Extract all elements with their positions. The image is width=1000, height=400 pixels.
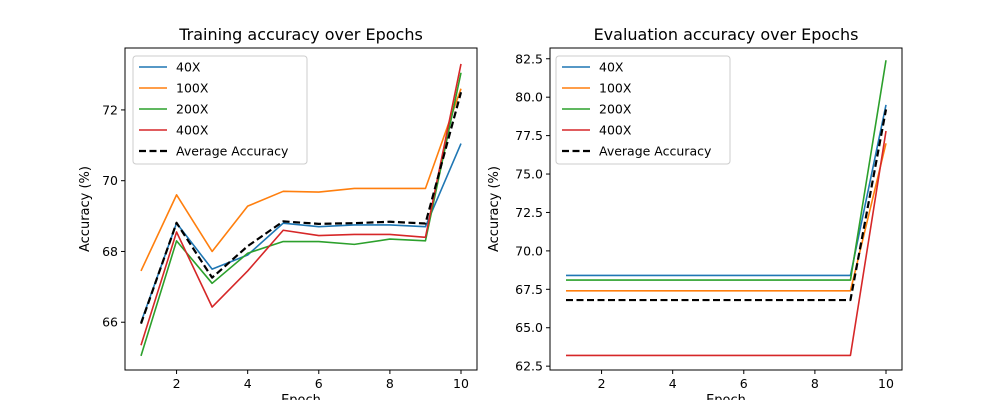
- series-line-400x: [140, 63, 462, 346]
- series-line-400x: [566, 130, 887, 357]
- legend-entry: 40X: [176, 60, 201, 75]
- x-tick-label: 8: [811, 376, 819, 391]
- x-tick-label: 6: [740, 376, 748, 391]
- x-tick-label: 10: [878, 376, 894, 391]
- y-tick-label: 62.5: [515, 359, 543, 374]
- axes-frame: [124, 47, 478, 371]
- y-tick-label: 70: [102, 173, 118, 188]
- series-line-average-accuracy: [139, 91, 463, 325]
- legend-box: [132, 55, 308, 165]
- y-axis-label: Accuracy (%): [78, 166, 93, 252]
- legend-entry: Average Accuracy: [176, 144, 289, 159]
- legend: 40X 100X 200X 400X Average Accuracy: [132, 55, 308, 165]
- y-tick-label: 67.5: [515, 282, 543, 297]
- y-tick-label: 77.5: [515, 128, 543, 143]
- y-tick-label: 66: [102, 315, 118, 330]
- x-tick-label: 10: [453, 376, 469, 391]
- y-tick-label: 72.5: [515, 205, 543, 220]
- legend: 40X 100X 200X 400X Average Accuracy: [555, 55, 731, 165]
- series-line-200x: [566, 60, 887, 281]
- legend-entry: 100X: [176, 81, 209, 96]
- x-axis-label: Epoch: [706, 393, 746, 400]
- chart-title: Evaluation accuracy over Epochs: [594, 25, 859, 44]
- legend-box: [555, 55, 731, 165]
- legend-entry: 200X: [599, 102, 632, 117]
- legend-entry: 100X: [599, 81, 632, 96]
- x-tick-label: 2: [173, 376, 181, 391]
- legend-entry: Average Accuracy: [599, 144, 712, 159]
- legend-entry: 40X: [599, 60, 624, 75]
- legend-entry: 400X: [599, 123, 632, 138]
- series-line-100x: [566, 143, 887, 292]
- y-tick-label: 68: [102, 244, 118, 259]
- x-tick-label: 8: [386, 376, 394, 391]
- y-tick-label: 82.5: [515, 51, 543, 66]
- chart-2: 2 4 6 8 10 62.5 65.0 67.5 70.0 72.5 75.0 77.5 80.0 82…: [487, 25, 903, 400]
- axes-frame: [549, 47, 903, 371]
- legend-entry: 400X: [176, 123, 209, 138]
- series-line-200x: [140, 72, 462, 357]
- y-tick-label: 75.0: [515, 167, 543, 182]
- chart-title: Training accuracy over Epochs: [178, 25, 423, 44]
- y-tick-label: 70.0: [515, 243, 543, 258]
- y-tick-label: 72: [102, 102, 118, 117]
- y-tick-label: 80.0: [515, 90, 543, 105]
- y-tick-label: 65.0: [515, 320, 543, 335]
- series-line-40x: [140, 143, 462, 323]
- x-tick-label: 2: [598, 376, 606, 391]
- y-axis-label: Accuracy (%): [487, 166, 502, 252]
- x-tick-label: 4: [244, 376, 252, 391]
- x-axis-label: Epoch: [281, 393, 321, 400]
- series-line-100x: [140, 88, 462, 272]
- series-line-40x: [566, 104, 887, 277]
- series-line-average-accuracy: [566, 109, 888, 302]
- legend-entry: 200X: [176, 102, 209, 117]
- x-tick-label: 6: [315, 376, 323, 391]
- x-tick-label: 4: [669, 376, 677, 391]
